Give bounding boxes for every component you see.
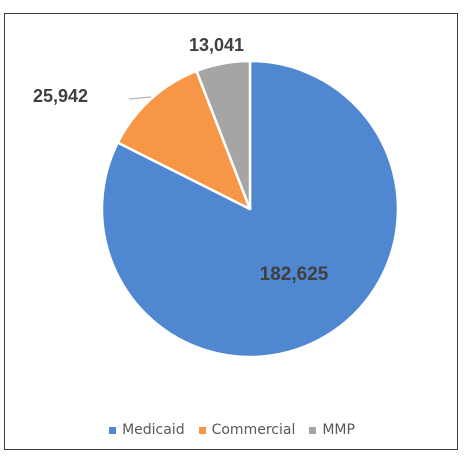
- legend-swatch-commercial: [198, 426, 206, 434]
- legend-label-mmp: MMP: [322, 422, 355, 438]
- legend-label-medicaid: Medicaid: [122, 422, 185, 438]
- legend-swatch-mmp: [309, 426, 317, 434]
- data-label-medicaid: 182,625: [260, 264, 329, 285]
- legend-item-medicaid: Medicaid: [109, 422, 185, 438]
- data-label-mmp: 13,041: [189, 35, 244, 55]
- legend-swatch-medicaid: [109, 426, 117, 434]
- legend-item-mmp: MMP: [309, 422, 355, 438]
- legend: Medicaid Commercial MMP: [5, 422, 459, 438]
- pie-slice-commercial: [116, 69, 252, 211]
- pie-slice-mmp: [195, 59, 252, 211]
- chart-frame: 182,625 25,942 13,041 Medicaid Commercial …: [4, 13, 458, 450]
- data-label-commercial: 25,942: [33, 86, 88, 106]
- legend-item-commercial: Commercial: [198, 422, 296, 438]
- pie-chart: 182,625 25,942 13,041: [33, 35, 400, 359]
- leader-line-commercial: [128, 96, 152, 100]
- legend-label-commercial: Commercial: [211, 422, 296, 438]
